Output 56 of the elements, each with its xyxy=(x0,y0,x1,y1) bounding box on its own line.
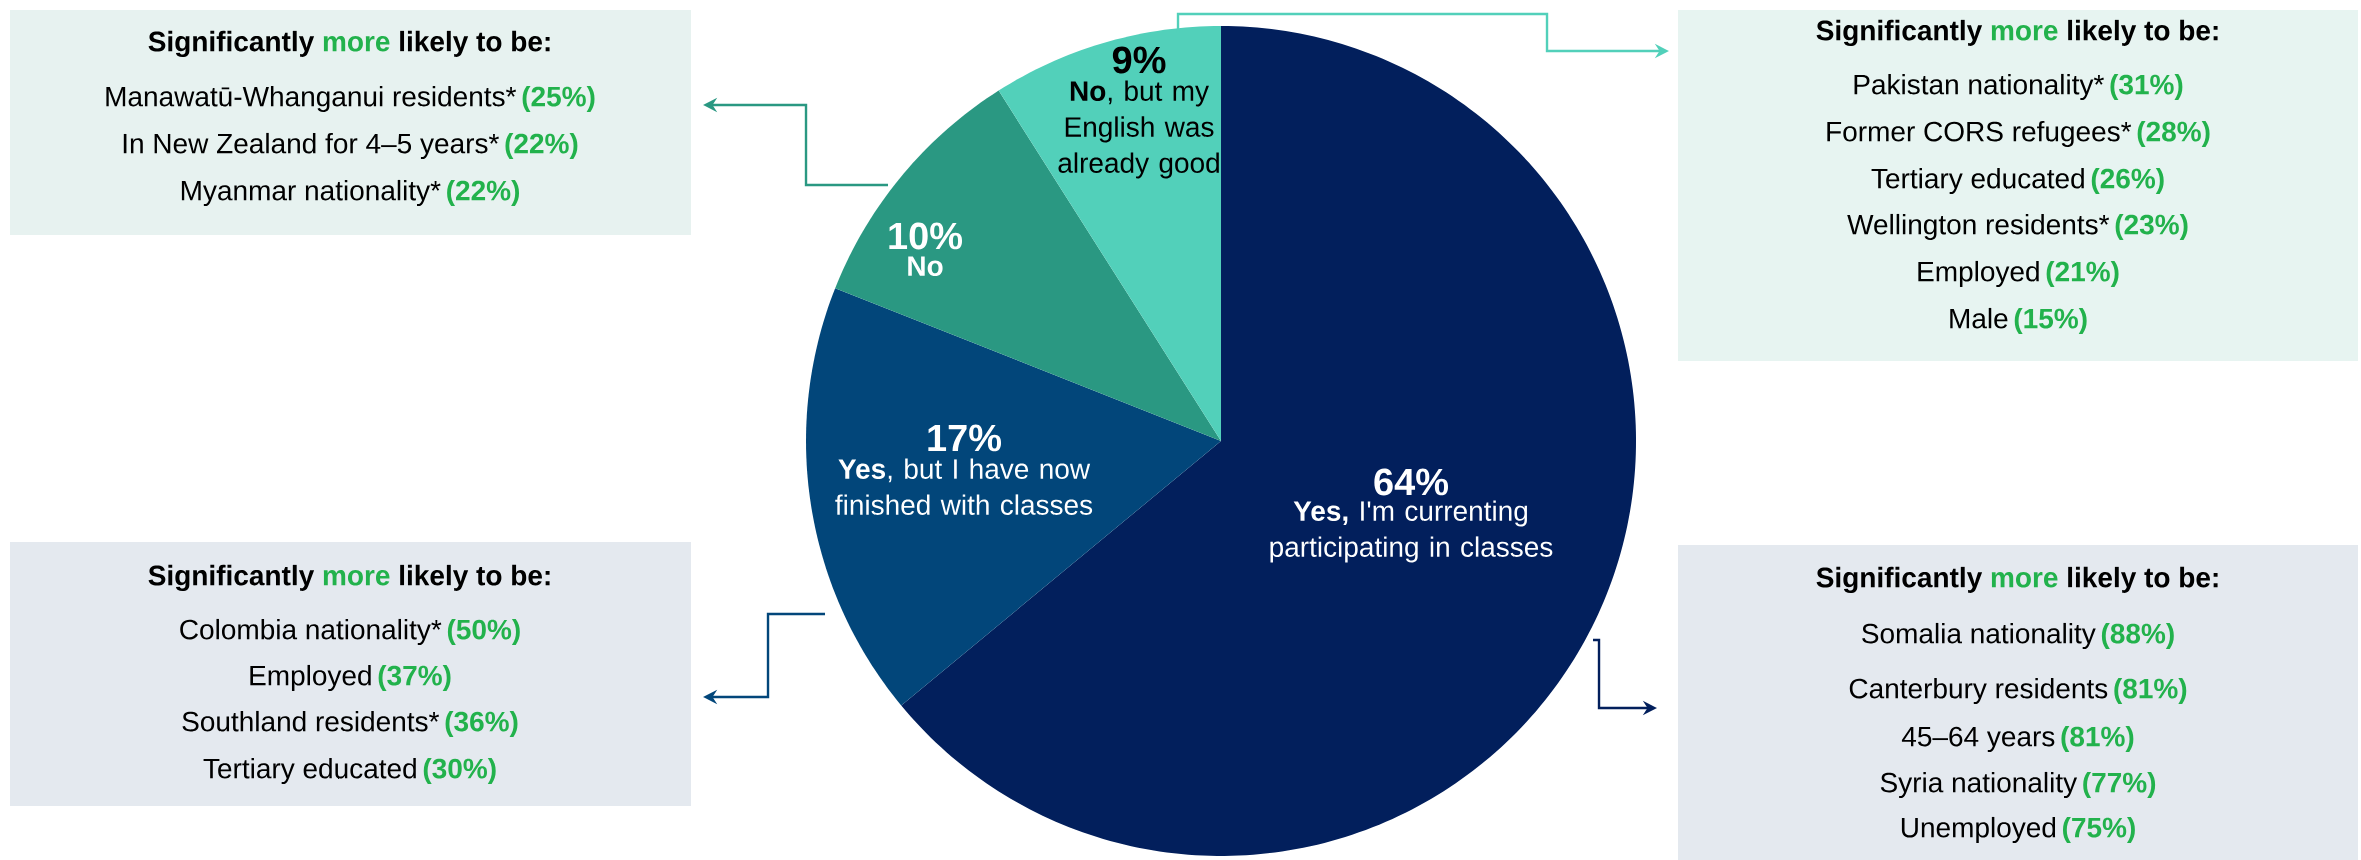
text: Canterbury residents xyxy=(1849,677,2108,705)
text: Former CORS refugees* xyxy=(1827,120,2132,148)
text: Employed xyxy=(250,664,371,692)
text: more xyxy=(1991,25,2058,41)
data-label: 10% xyxy=(889,222,963,250)
text: likely to be: xyxy=(2068,566,2218,593)
text: Significantly xyxy=(1816,19,1983,47)
text: (88%) xyxy=(2101,622,2174,650)
text: (37%) xyxy=(378,664,451,692)
data-label: 17% xyxy=(928,424,1002,452)
text: (81%) xyxy=(2061,725,2134,753)
slice-label: No xyxy=(908,256,943,276)
text: Southland residents* xyxy=(182,710,440,732)
text: (22%) xyxy=(447,179,520,207)
text: Tertiary educated xyxy=(203,757,416,785)
data-label: 64% xyxy=(1374,468,1449,496)
text: more xyxy=(323,570,390,586)
text: Tertiary educated xyxy=(1871,167,2084,195)
text: Employed xyxy=(1918,260,2039,288)
text: Male xyxy=(1950,307,2008,329)
text: Significantly xyxy=(1816,566,1983,594)
text: Syria nationality xyxy=(1880,771,2078,799)
text: likely to be: xyxy=(400,30,550,57)
text: 45–64 years xyxy=(1901,726,2055,753)
text: (22%) xyxy=(505,132,578,160)
text: (30%) xyxy=(423,757,496,785)
slice-label: No, but my English was already good xyxy=(1058,80,1219,179)
slice-label: Yes, I'm currenting participating in classes xyxy=(1270,500,1553,563)
text: (26%) xyxy=(2091,167,2164,195)
text: (23%) xyxy=(2115,213,2188,241)
text: likely to be: xyxy=(2068,19,2218,46)
text: Wellington residents* xyxy=(1847,213,2110,241)
text: (21%) xyxy=(2046,260,2119,288)
text: Unemployed xyxy=(1901,816,2056,844)
text: Significantly xyxy=(148,564,315,592)
text: more xyxy=(1991,572,2058,588)
slice-label: Yes, but I have now finished with classes xyxy=(835,458,1093,515)
text: Manawatū-Whanganui residents* xyxy=(106,85,517,113)
text: Pakistan nationality* xyxy=(1854,73,2104,101)
text: (15%) xyxy=(2014,307,2087,335)
text: (77%) xyxy=(2083,771,2156,799)
text: Significantly xyxy=(148,30,315,58)
text: (75%) xyxy=(2062,816,2135,844)
text: (50%) xyxy=(447,618,520,646)
text: (28%) xyxy=(2137,120,2210,148)
text: more xyxy=(323,36,390,52)
text: Somalia nationality xyxy=(1862,622,2096,650)
text: (36%) xyxy=(445,710,518,738)
data-label: 9% xyxy=(1112,46,1166,74)
text: (31%) xyxy=(2110,73,2183,101)
text: (25%) xyxy=(522,85,595,113)
text: In New Zealand for 4–5 years* xyxy=(123,132,499,160)
text: Colombia nationality* xyxy=(180,618,442,646)
text: likely to be: xyxy=(400,564,550,591)
text: (81%) xyxy=(2114,677,2187,705)
text: Myanmar nationality* xyxy=(181,179,441,207)
